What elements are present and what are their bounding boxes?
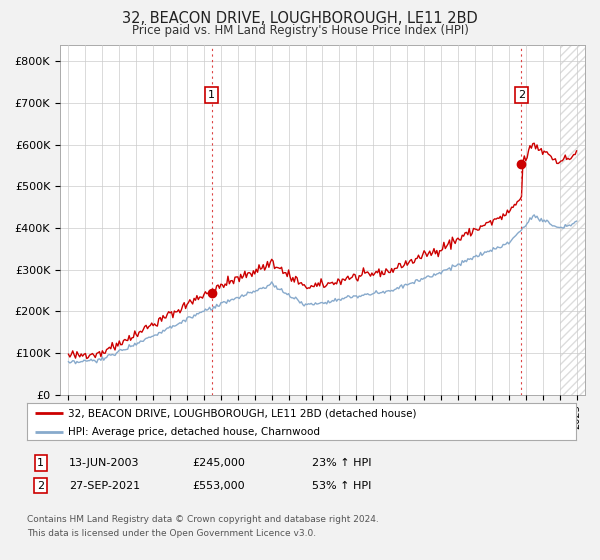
Text: Price paid vs. HM Land Registry's House Price Index (HPI): Price paid vs. HM Land Registry's House … <box>131 24 469 36</box>
Text: 13-JUN-2003: 13-JUN-2003 <box>69 458 139 468</box>
Text: 1: 1 <box>208 90 215 100</box>
Text: 32, BEACON DRIVE, LOUGHBOROUGH, LE11 2BD (detached house): 32, BEACON DRIVE, LOUGHBOROUGH, LE11 2BD… <box>68 408 416 418</box>
Text: HPI: Average price, detached house, Charnwood: HPI: Average price, detached house, Char… <box>68 427 320 437</box>
Text: This data is licensed under the Open Government Licence v3.0.: This data is licensed under the Open Gov… <box>27 529 316 538</box>
Text: 53% ↑ HPI: 53% ↑ HPI <box>312 480 371 491</box>
Text: 23% ↑ HPI: 23% ↑ HPI <box>312 458 371 468</box>
Text: 2: 2 <box>37 480 44 491</box>
Text: 2: 2 <box>518 90 525 100</box>
Text: 1: 1 <box>37 458 44 468</box>
Text: 32, BEACON DRIVE, LOUGHBOROUGH, LE11 2BD: 32, BEACON DRIVE, LOUGHBOROUGH, LE11 2BD <box>122 11 478 26</box>
Text: 27-SEP-2021: 27-SEP-2021 <box>69 480 140 491</box>
Text: £553,000: £553,000 <box>192 480 245 491</box>
Text: £245,000: £245,000 <box>192 458 245 468</box>
Text: Contains HM Land Registry data © Crown copyright and database right 2024.: Contains HM Land Registry data © Crown c… <box>27 515 379 524</box>
